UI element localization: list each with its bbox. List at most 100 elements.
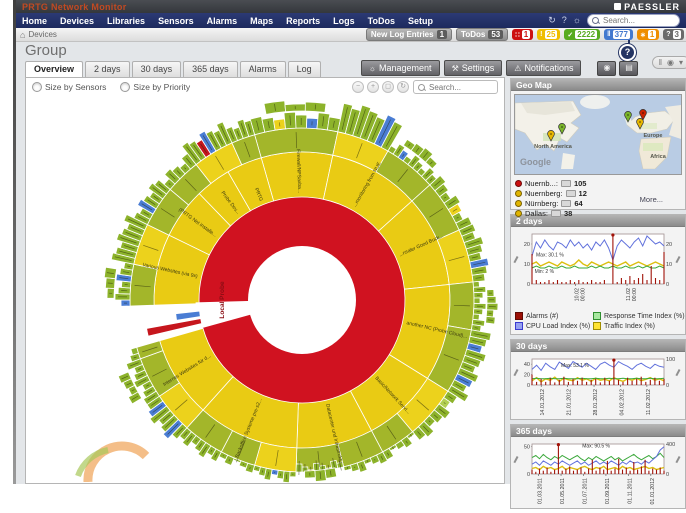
highlight-sliver[interactable] (176, 311, 201, 320)
status-badge-unknown[interactable]: ?3 (663, 29, 684, 40)
menu-item-libraries[interactable]: Libraries (107, 16, 145, 26)
sensor-segment[interactable] (474, 298, 480, 304)
location-count: 64 (574, 199, 582, 208)
menu-item-alarms[interactable]: Alarms (207, 16, 238, 26)
settings-icon[interactable]: ☼ (573, 16, 581, 25)
legend-swatch (593, 312, 601, 320)
button-label: Settings (462, 63, 495, 73)
device-segment[interactable] (130, 264, 157, 306)
page-title: Group (25, 42, 67, 59)
device-sunburst-chart[interactable]: Firewall/NPSaxba......monitoring from NU… (62, 90, 542, 484)
app-title: PRTG Network Monitor (22, 2, 127, 12)
pill-count: 1 (437, 30, 447, 39)
help-beacon[interactable]: ? (621, 46, 634, 59)
legend-label: CPU Load Index (%) (526, 323, 590, 330)
tab-overview[interactable]: Overview (25, 61, 83, 77)
legend-item: Response Time Index (%) (593, 312, 685, 320)
graph-30days-header: 30 days (511, 340, 685, 352)
graph-365days-header: 365 days (511, 425, 685, 437)
refresh-icon[interactable]: ↻ (548, 16, 556, 25)
status-badge-warning[interactable]: !25 (537, 29, 560, 40)
tab-30-days[interactable]: 30 days (132, 61, 182, 77)
tab-365-days[interactable]: 365 days (183, 61, 238, 77)
more-link[interactable]: More... (640, 195, 663, 204)
sensor-chip-icon (561, 200, 571, 207)
location-count: 105 (574, 179, 587, 188)
paessler-logo-text: PAESSLER (624, 2, 680, 12)
geo-location-row[interactable]: Nuernb...: 105 (515, 178, 681, 188)
legend-swatch (515, 322, 523, 330)
global-search[interactable] (587, 14, 680, 27)
location-count: 38 (564, 209, 572, 218)
menu-item-reports[interactable]: Reports (286, 16, 320, 26)
graph-handle-icon-left[interactable] (514, 368, 520, 376)
menu-item-setup[interactable]: Setup (408, 16, 433, 26)
graph-handle-icon-left[interactable] (514, 455, 520, 463)
sensor-segment[interactable] (131, 347, 139, 355)
notifications-button[interactable]: ⚠Notifications (506, 60, 581, 76)
help-icon[interactable]: ? (562, 16, 567, 25)
device-segment[interactable] (448, 282, 474, 330)
management-button[interactable]: ☼Management (361, 60, 440, 76)
status-badge-down[interactable]: ∷1 (512, 29, 533, 40)
menu-item-todos[interactable]: ToDos (368, 16, 395, 26)
tab-log[interactable]: Log (288, 61, 321, 77)
legend-item: Alarms (#) (515, 312, 589, 320)
x-axis-label: 28.01.2012 (593, 389, 599, 416)
paused-icon: ‖ (607, 31, 610, 38)
x-axis-label: 01.07.2011 (583, 478, 589, 504)
svg-text:100: 100 (666, 357, 675, 363)
main-menu: Home Devices Libraries Sensors Alarms Maps Rep… (16, 13, 686, 28)
svg-text:0: 0 (666, 282, 669, 288)
menu-right: ↻? ☼ (548, 14, 680, 27)
graph-handle-icon-right[interactable] (676, 455, 682, 463)
tab-alarms[interactable]: Alarms (240, 61, 286, 77)
button-label: Notifications (524, 63, 573, 73)
pill-count: 53 (488, 30, 503, 39)
badge-count: 25 (545, 30, 558, 39)
menu-item-devices[interactable]: Devices (60, 16, 94, 26)
badge-count: 2222 (575, 30, 597, 39)
global-search-input[interactable] (601, 15, 675, 26)
graph-handle-icon-right[interactable] (676, 255, 682, 263)
svg-text:0: 0 (527, 282, 530, 288)
radio-circle (32, 82, 42, 92)
location-name: Nuernb...: (525, 179, 558, 188)
page-buttons: ☼Management⚒Settings⚠Notifications (361, 60, 586, 77)
probe-label: Local Probe (219, 281, 226, 319)
graph-handle-icon-right[interactable] (676, 368, 682, 376)
status-badge-paused[interactable]: ‖377 (604, 29, 633, 40)
status-dot (515, 190, 522, 197)
breadcrumb[interactable]: ⌂ Devices (20, 30, 57, 40)
report-button[interactable]: ▤ (619, 61, 638, 76)
geo-location-row[interactable]: Dallas:38 (515, 208, 681, 218)
status-badge-up[interactable]: ✓2222 (564, 29, 600, 40)
x-axis-label: 01.03.2011 (538, 478, 544, 504)
legend-label: Response Time Index (%) (604, 313, 685, 320)
svg-text:10: 10 (524, 262, 530, 268)
graph-handle-icon-left[interactable] (514, 255, 520, 263)
status-badge-unusual[interactable]: ∗1 (637, 29, 659, 40)
geo-map-header: Geo Map (511, 79, 685, 91)
menu-item-logs[interactable]: Logs (333, 16, 355, 26)
menu-item-home[interactable]: Home (22, 16, 47, 26)
settings-button[interactable]: ⚒Settings (444, 60, 503, 76)
menu-item-maps[interactable]: Maps (250, 16, 273, 26)
pill-label: ToDos (461, 30, 485, 39)
menu-item-sensors[interactable]: Sensors (158, 16, 194, 26)
graph-annotation: Max: 30.1 % (536, 253, 564, 259)
sensor-segment[interactable] (473, 281, 479, 287)
tab-2-days[interactable]: 2 days (85, 61, 130, 77)
related-button[interactable]: ◉ (597, 61, 616, 76)
